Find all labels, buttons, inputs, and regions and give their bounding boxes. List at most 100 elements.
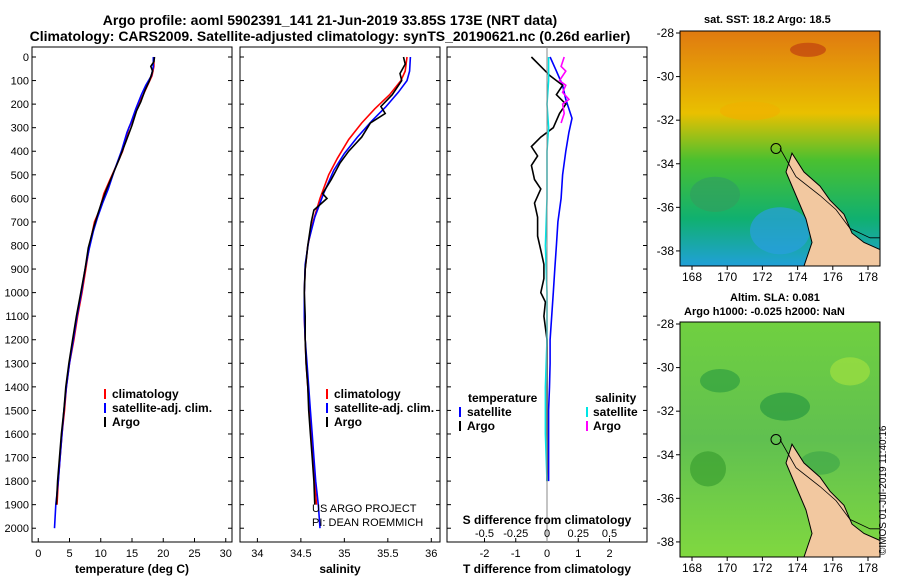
- ytick-label: 100: [11, 76, 29, 88]
- ytick-label: 200: [11, 99, 29, 111]
- map-patch: [790, 42, 826, 57]
- legend-label: Argo: [467, 419, 495, 433]
- map-ytick-label: -28: [657, 26, 675, 40]
- panel-frame-salinity: [239, 46, 441, 543]
- ytick-label: 1500: [5, 405, 29, 417]
- map-patch: [700, 369, 740, 393]
- map-xtick-label: 170: [717, 270, 737, 284]
- top-xtick-label: 0: [544, 528, 550, 540]
- map-ytick-label: -36: [657, 200, 675, 214]
- ytick-label: 1100: [5, 311, 29, 323]
- map-xtick-label: 174: [788, 561, 808, 575]
- xtick-label: 35: [338, 548, 350, 560]
- panel-frame-temperature: [31, 46, 233, 543]
- xtick-label: 30: [220, 548, 232, 560]
- legend-label: satellite-adj. clim.: [112, 401, 212, 415]
- map-ytick-label: -32: [657, 113, 675, 127]
- title-line-2: Climatology: CARS2009. Satellite-adjuste…: [29, 28, 631, 44]
- legend-label: satellite-adj. clim.: [334, 401, 434, 415]
- map-xtick-label: 176: [823, 270, 843, 284]
- argo-float-marker: [770, 143, 782, 154]
- map-xtick-label: 168: [682, 561, 702, 575]
- top-xtick-label: 0.25: [568, 528, 589, 540]
- ytick-label: 0: [23, 52, 29, 64]
- top-xtick-label: -0.5: [475, 528, 494, 540]
- xtick-label: 1: [575, 548, 581, 560]
- map-xtick-label: 172: [752, 561, 772, 575]
- credit-pi: PI: DEAN ROEMMICH: [312, 517, 424, 529]
- xaxis-title-salinity: salinity: [319, 562, 361, 576]
- series-t-satellite: [547, 56, 573, 482]
- legend-label: climatology: [112, 387, 179, 401]
- map-patch: [750, 207, 810, 255]
- map-patch: [690, 176, 740, 212]
- title-line-1: Argo profile: aoml 5902391_141 21-Jun-20…: [102, 12, 558, 28]
- ytick-label: 1900: [5, 500, 29, 512]
- xtick-label: -1: [511, 548, 521, 560]
- sla-map-label-2: Argo h1000: -0.025 h2000: NaN: [684, 306, 845, 318]
- ytick-label: 1600: [5, 429, 29, 441]
- ytick-label: 400: [11, 146, 29, 158]
- land-new-zealand: [785, 152, 881, 267]
- ytick-label: 1200: [5, 335, 29, 347]
- map-xtick-label: 174: [788, 270, 808, 284]
- map-ytick-label: -34: [657, 448, 675, 462]
- ytick-label: 800: [11, 240, 29, 252]
- legend-label: Argo: [112, 415, 140, 429]
- map-ytick-label: -38: [657, 244, 675, 258]
- map-ytick-label: -28: [657, 317, 675, 331]
- map-xtick-label: 172: [752, 270, 772, 284]
- ytick-label: 1700: [5, 453, 29, 465]
- sla-map-label-1: Altim. SLA: 0.081: [730, 292, 820, 304]
- map-ytick-label: -36: [657, 491, 675, 505]
- series-t-argo: [530, 56, 567, 482]
- ytick-label: 300: [11, 123, 29, 135]
- map-ytick-label: -32: [657, 404, 675, 418]
- map-ytick-label: -30: [657, 361, 675, 375]
- top-xtick-label: -0.25: [503, 528, 528, 540]
- xtick-label: 0: [544, 548, 550, 560]
- map-sst: [676, 30, 881, 270]
- bathymetry-contour: [779, 439, 880, 530]
- legend-label: satellite: [467, 405, 512, 419]
- series-argo: [55, 56, 156, 505]
- map-xtick-label: 178: [858, 561, 878, 575]
- series-s-argo: [558, 56, 571, 124]
- map-ytick-label: -38: [657, 535, 675, 549]
- map-patch: [760, 392, 810, 421]
- imos-timestamp: ©IMOS 01-Jul-2019 11:40:16: [878, 425, 889, 555]
- ytick-label: 1000: [5, 288, 29, 300]
- xtick-label: 25: [188, 548, 200, 560]
- xtick-label: 34.5: [290, 548, 311, 560]
- xtick-label: 2: [606, 548, 612, 560]
- legend-label: Argo: [593, 419, 621, 433]
- legend-heading-salinity: salinity: [595, 391, 637, 405]
- legend-label: Argo: [334, 415, 362, 429]
- legend-label: satellite: [593, 405, 638, 419]
- ytick-label: 500: [11, 170, 29, 182]
- credit-project: US ARGO PROJECT: [312, 503, 417, 515]
- xtick-label: 34: [251, 548, 263, 560]
- xaxis-title-difference: T difference from climatology: [463, 562, 631, 576]
- map-xtick-label: 168: [682, 270, 702, 284]
- xtick-label: 20: [157, 548, 169, 560]
- map-sla: [676, 321, 881, 561]
- map-xtick-label: 170: [717, 561, 737, 575]
- series-argo: [303, 56, 407, 505]
- ytick-label: 900: [11, 264, 29, 276]
- land-new-zealand: [785, 443, 881, 558]
- xtick-label: 5: [66, 548, 72, 560]
- ytick-label: 1400: [5, 382, 29, 394]
- argo-float-marker: [770, 434, 782, 445]
- map-patch: [830, 357, 870, 386]
- bathymetry-contour: [779, 148, 880, 239]
- xaxis-title-temperature: temperature (deg C): [75, 562, 189, 576]
- top-xaxis-title: S difference from climatology: [463, 513, 632, 527]
- xtick-label: 35.5: [377, 548, 398, 560]
- ytick-label: 600: [11, 193, 29, 205]
- legend-heading-temperature: temperature: [468, 391, 538, 405]
- legend-label: climatology: [334, 387, 401, 401]
- map-xtick-label: 178: [858, 270, 878, 284]
- ytick-label: 2000: [5, 523, 29, 535]
